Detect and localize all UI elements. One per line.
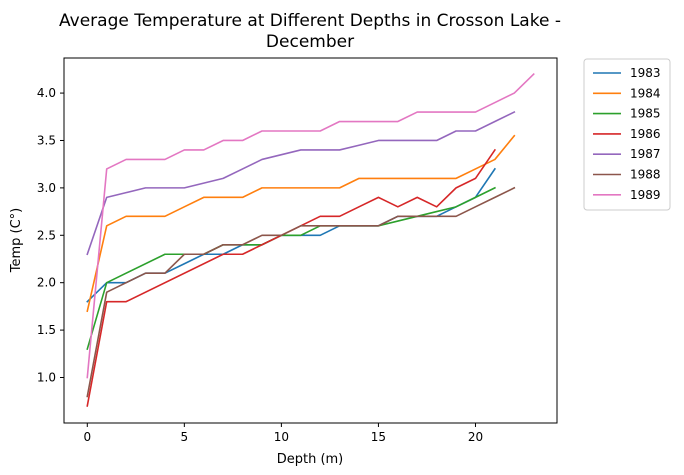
plot-area-frame: [63, 57, 558, 424]
legend-label-1984: 1984: [630, 86, 661, 100]
series-layer: [86, 72, 535, 407]
y-tick-label: 3.0: [37, 181, 56, 195]
series-line-1989: [86, 72, 535, 379]
legend-label-1988: 1988: [630, 168, 661, 182]
legend-label-1983: 1983: [630, 66, 661, 80]
y-tick-label: 1.0: [37, 370, 56, 384]
series-line-1987: [86, 110, 516, 256]
y-axis-label: Temp (C°): [9, 208, 24, 274]
x-axis-ticks: 0 5 10 15 20: [83, 423, 483, 444]
legend: 1983 1984 1985 1986 1987 1988 1989: [583, 58, 671, 211]
legend-box: [583, 58, 671, 211]
series-line-1988: [86, 186, 516, 398]
legend-label-1987: 1987: [630, 147, 661, 161]
legend-label-1985: 1985: [630, 107, 661, 121]
legend-label-1989: 1989: [630, 188, 661, 202]
y-tick-label: 3.5: [37, 133, 56, 147]
y-tick-label: 1.5: [37, 323, 56, 337]
chart-title-line-2: December: [266, 32, 354, 52]
y-tick-label: 2.5: [37, 228, 56, 242]
x-tick-label: 10: [274, 430, 289, 444]
y-tick-label: 2.0: [37, 276, 56, 290]
y-tick-label: 4.0: [37, 86, 56, 100]
series-line-1985: [86, 186, 496, 351]
x-axis-label: Depth (m): [277, 452, 344, 467]
x-tick-label: 5: [181, 430, 189, 444]
series-line-1984: [86, 134, 516, 313]
chart-title-line-1: Average Temperature at Different Depths …: [59, 11, 561, 31]
series-line-1986: [86, 148, 497, 407]
legend-label-1986: 1986: [630, 127, 661, 141]
x-tick-label: 0: [83, 430, 91, 444]
x-tick-label: 15: [371, 430, 386, 444]
y-axis-ticks: 1.0 1.5 2.0 2.5 3.0 3.5 4.0: [37, 86, 64, 384]
x-tick-label: 20: [468, 430, 483, 444]
